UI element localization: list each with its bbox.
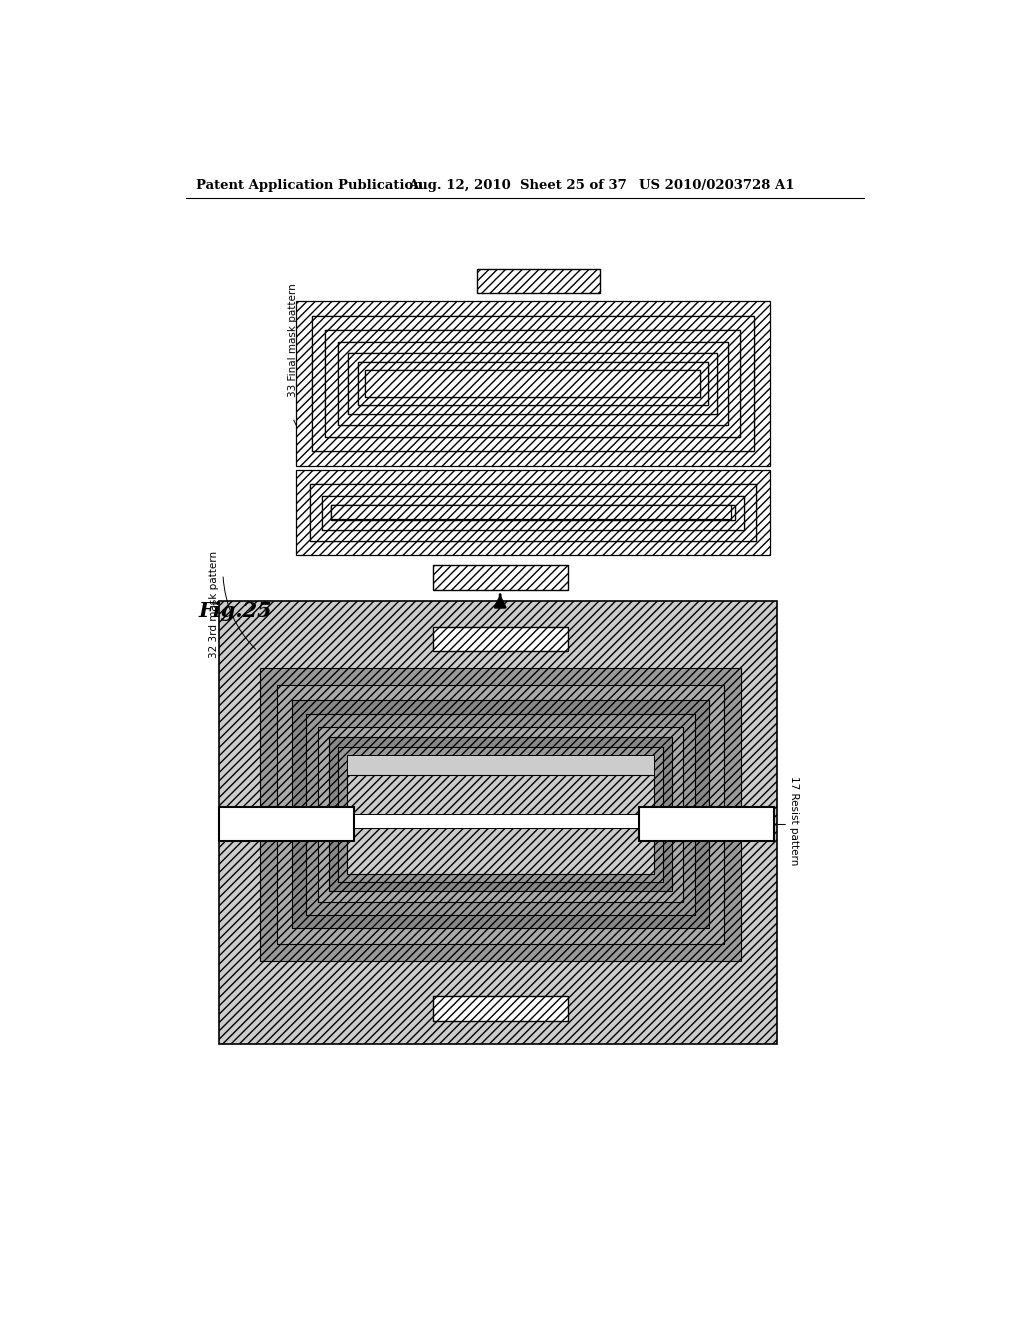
Bar — [477, 268, 600, 293]
Bar — [331, 504, 731, 519]
Bar — [348, 354, 717, 414]
Bar — [339, 747, 663, 882]
Bar — [366, 370, 700, 397]
Bar — [330, 738, 672, 891]
Text: Fig.25: Fig.25 — [199, 601, 272, 622]
Bar — [292, 701, 709, 928]
Bar — [306, 714, 695, 915]
Bar — [276, 685, 724, 944]
Bar — [219, 807, 354, 841]
Bar — [433, 627, 568, 651]
Text: Aug. 12, 2010  Sheet 25 of 37: Aug. 12, 2010 Sheet 25 of 37 — [408, 178, 627, 191]
Bar — [322, 496, 744, 529]
Bar — [306, 714, 695, 915]
Bar — [310, 484, 756, 541]
Bar — [326, 330, 740, 437]
Bar — [339, 747, 663, 882]
Bar — [292, 701, 709, 928]
Bar — [347, 775, 654, 821]
Text: 33 Final mask pattern: 33 Final mask pattern — [289, 284, 298, 397]
Bar — [357, 363, 708, 405]
Bar — [310, 484, 756, 541]
Bar — [338, 342, 728, 425]
Text: 32 3rd mask pattern: 32 3rd mask pattern — [209, 552, 219, 659]
Bar — [326, 330, 740, 437]
Bar — [347, 755, 654, 874]
Bar — [276, 685, 724, 944]
Bar — [348, 354, 717, 414]
Bar — [338, 342, 728, 425]
Text: 17 Resist pattern: 17 Resist pattern — [788, 776, 799, 866]
Bar — [338, 512, 728, 513]
Bar — [330, 738, 672, 891]
Bar — [331, 506, 735, 520]
Bar — [311, 317, 755, 451]
Bar — [318, 726, 683, 903]
Bar — [311, 317, 755, 451]
Bar — [318, 726, 683, 903]
Bar — [639, 807, 773, 841]
Bar — [260, 668, 741, 961]
Bar — [331, 506, 735, 520]
Bar — [357, 363, 708, 405]
Bar — [219, 601, 777, 1044]
Bar — [433, 997, 568, 1020]
Bar — [296, 301, 770, 466]
Bar — [296, 470, 770, 554]
Text: US 2010/0203728 A1: US 2010/0203728 A1 — [639, 178, 795, 191]
Bar — [322, 496, 744, 529]
Bar — [347, 828, 654, 874]
Bar — [347, 813, 654, 828]
Text: Patent Application Publication: Patent Application Publication — [196, 178, 423, 191]
Bar — [433, 565, 568, 590]
Bar — [366, 370, 700, 397]
